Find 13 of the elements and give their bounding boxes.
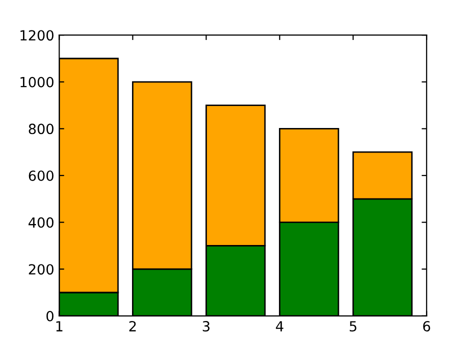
y-tick-label: 0 (46, 310, 54, 322)
x-tick-label: 4 (276, 321, 284, 332)
x-tick-label: 5 (350, 321, 356, 332)
y-tick-label: 200 (28, 264, 54, 275)
x-tick-label: 6 (423, 321, 430, 332)
y-tick-label: 600 (28, 170, 54, 181)
y-tick-label: 800 (28, 124, 54, 134)
x-tick-label: 2 (129, 321, 136, 332)
y-tick-label: 400 (28, 217, 54, 228)
y-tick-label: 1000 (20, 76, 54, 88)
x-tick-label: 3 (202, 321, 210, 332)
y-tick-label: 1200 (20, 30, 54, 41)
x-tick-label: 1 (56, 321, 62, 332)
